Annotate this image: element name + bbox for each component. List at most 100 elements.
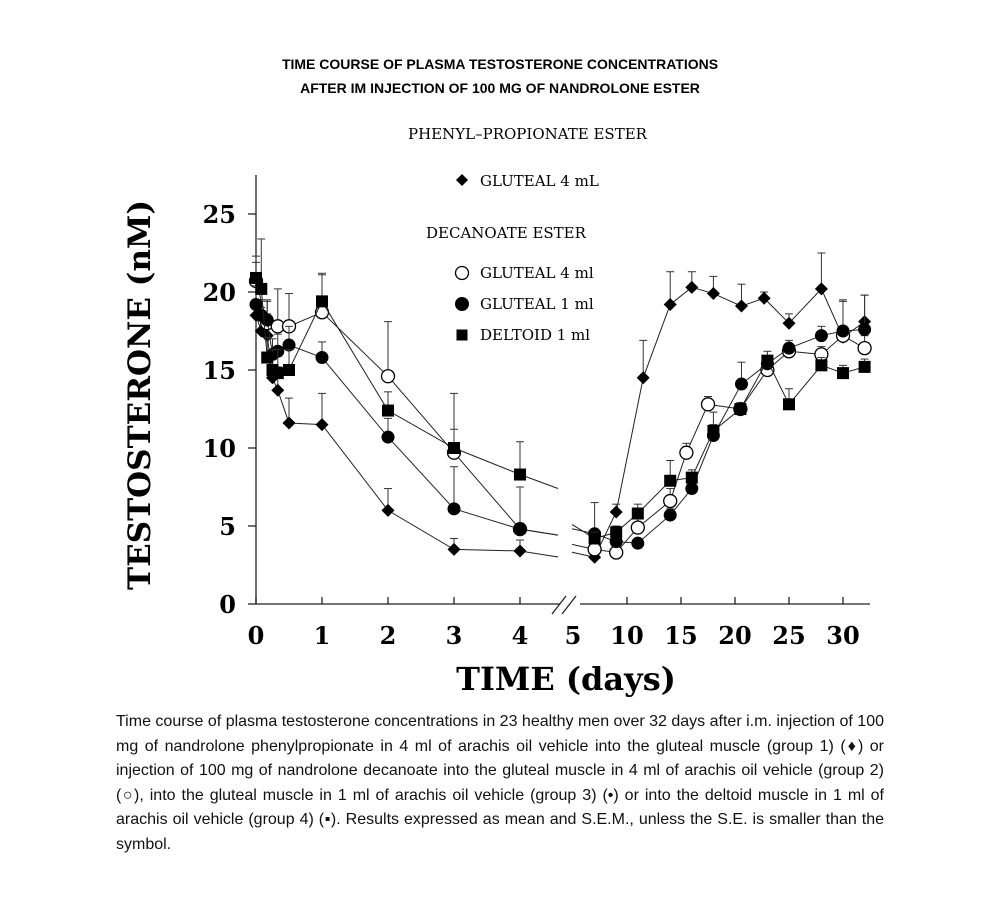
square-marker — [255, 282, 268, 295]
diamond-marker — [271, 383, 285, 397]
legend-label-gluteal-1ml: GLUTEAL 1 ml — [480, 295, 594, 313]
square-marker — [250, 271, 262, 284]
figure-title-line-1: TIME COURSE OF PLASMA TESTOSTERONE CONCE… — [281, 56, 719, 72]
series-filled-square — [250, 238, 871, 545]
diamond-marker — [706, 287, 720, 301]
series-line-to-break — [519, 474, 559, 489]
diamond-marker — [685, 280, 699, 294]
diamond-marker — [381, 503, 395, 517]
x-tick-label: 0 — [248, 621, 265, 650]
x-tick-label: 25 — [772, 621, 805, 650]
legend-label-deltoid-1ml: DELTOID 1 ml — [480, 326, 590, 344]
diamond-marker — [447, 542, 461, 556]
filled-circle-marker — [260, 313, 274, 327]
legend-heading-decanoate: DECANOATE ESTER — [426, 224, 587, 242]
x-tick-label: 15 — [664, 621, 697, 650]
filled-circle-marker — [249, 297, 263, 311]
square-marker — [664, 474, 677, 487]
diamond-marker — [734, 299, 748, 313]
filled-circle-marker — [631, 536, 645, 550]
y-tick-label: 25 — [203, 200, 236, 229]
square-marker — [456, 329, 468, 341]
figure-title-line-2: AFTER IM INJECTION OF 100 MG OF NANDROLO… — [300, 80, 700, 96]
square-marker — [685, 471, 698, 484]
filled-circle-marker — [609, 535, 623, 549]
axis-break-mark — [551, 595, 567, 615]
diamond-marker — [814, 282, 828, 296]
diamond-marker — [513, 544, 527, 558]
filled-circle-marker — [836, 324, 850, 338]
filled-circle-marker — [814, 329, 828, 343]
square-marker — [283, 364, 295, 376]
filled-circle-marker — [315, 351, 329, 365]
filled-circle-marker — [381, 430, 395, 444]
y-tick-label: 20 — [203, 278, 236, 307]
square-marker — [382, 404, 394, 417]
open-circle-marker — [630, 520, 645, 535]
square-marker — [610, 526, 623, 539]
data-marks — [248, 238, 872, 564]
open-circle-marker — [380, 369, 396, 384]
filled-circle-marker — [282, 338, 296, 352]
x-tick-label: 10 — [610, 621, 643, 650]
axis-break-mark — [561, 595, 577, 615]
x-tick-label: 30 — [826, 621, 859, 650]
legend-label-phenyl-gluteal: GLUTEAL 4 mL — [480, 172, 599, 190]
open-circle-marker — [454, 265, 470, 281]
square-marker — [261, 351, 274, 364]
diamond-marker — [282, 416, 296, 430]
open-circle-marker — [857, 341, 872, 356]
square-marker — [631, 507, 644, 520]
x-tick-label: 2 — [380, 621, 397, 650]
x-tick-label: 20 — [718, 621, 751, 650]
axes: 0 5 10 15 20 25 0 1 2 3 4 5 10 15 20 25 30 — [203, 175, 870, 650]
series-line — [594, 286, 865, 558]
diamond-marker — [609, 505, 623, 519]
filled-circle-marker — [663, 508, 677, 522]
filled-circle-marker — [455, 297, 469, 311]
diamond-marker — [663, 297, 677, 311]
square-marker — [316, 295, 328, 308]
y-tick-label: 5 — [219, 512, 236, 541]
square-marker — [783, 398, 795, 411]
filled-circle-marker — [685, 482, 699, 496]
filled-circle-marker — [858, 322, 872, 336]
x-tick-label: 4 — [512, 621, 529, 650]
y-tick-label: 0 — [219, 590, 236, 619]
square-marker — [448, 442, 460, 454]
legend-label-gluteal-4ml: GLUTEAL 4 ml — [480, 264, 594, 282]
square-marker — [858, 360, 871, 373]
x-tick-label: 5 — [565, 621, 582, 650]
filled-circle-marker — [513, 522, 527, 536]
square-marker — [734, 403, 747, 415]
y-tick-label: 15 — [203, 356, 236, 385]
diamond-marker — [636, 371, 650, 385]
diamond-marker — [315, 418, 329, 432]
square-marker — [588, 532, 601, 545]
diamond-marker — [757, 291, 771, 305]
square-marker — [761, 354, 774, 367]
open-circle-marker — [314, 305, 330, 320]
figure-caption: Time course of plasma testosterone conce… — [116, 713, 884, 853]
legend: PHENYL–PROPIONATE ESTER GLUTEAL 4 mL DEC… — [408, 125, 648, 344]
y-axis-label: TESTOSTERONE (nM) — [122, 200, 158, 590]
series-line-to-break — [519, 550, 559, 558]
open-circle-marker — [663, 493, 678, 509]
open-circle-marker — [679, 445, 694, 460]
filled-circle-marker — [734, 377, 748, 391]
open-circle-marker — [587, 542, 602, 557]
filled-circle-marker — [782, 341, 796, 355]
diamond-marker — [782, 316, 796, 330]
y-tick-label: 10 — [203, 434, 236, 463]
x-tick-label: 3 — [446, 621, 463, 650]
legend-heading-phenyl: PHENYL–PROPIONATE ESTER — [408, 125, 648, 143]
square-marker — [707, 424, 720, 437]
filled-circle-marker — [447, 502, 461, 516]
square-marker — [271, 367, 284, 380]
series-filled-diamond — [249, 252, 872, 564]
square-marker — [837, 367, 849, 380]
x-tick-label: 1 — [314, 621, 331, 650]
square-marker — [815, 359, 828, 372]
